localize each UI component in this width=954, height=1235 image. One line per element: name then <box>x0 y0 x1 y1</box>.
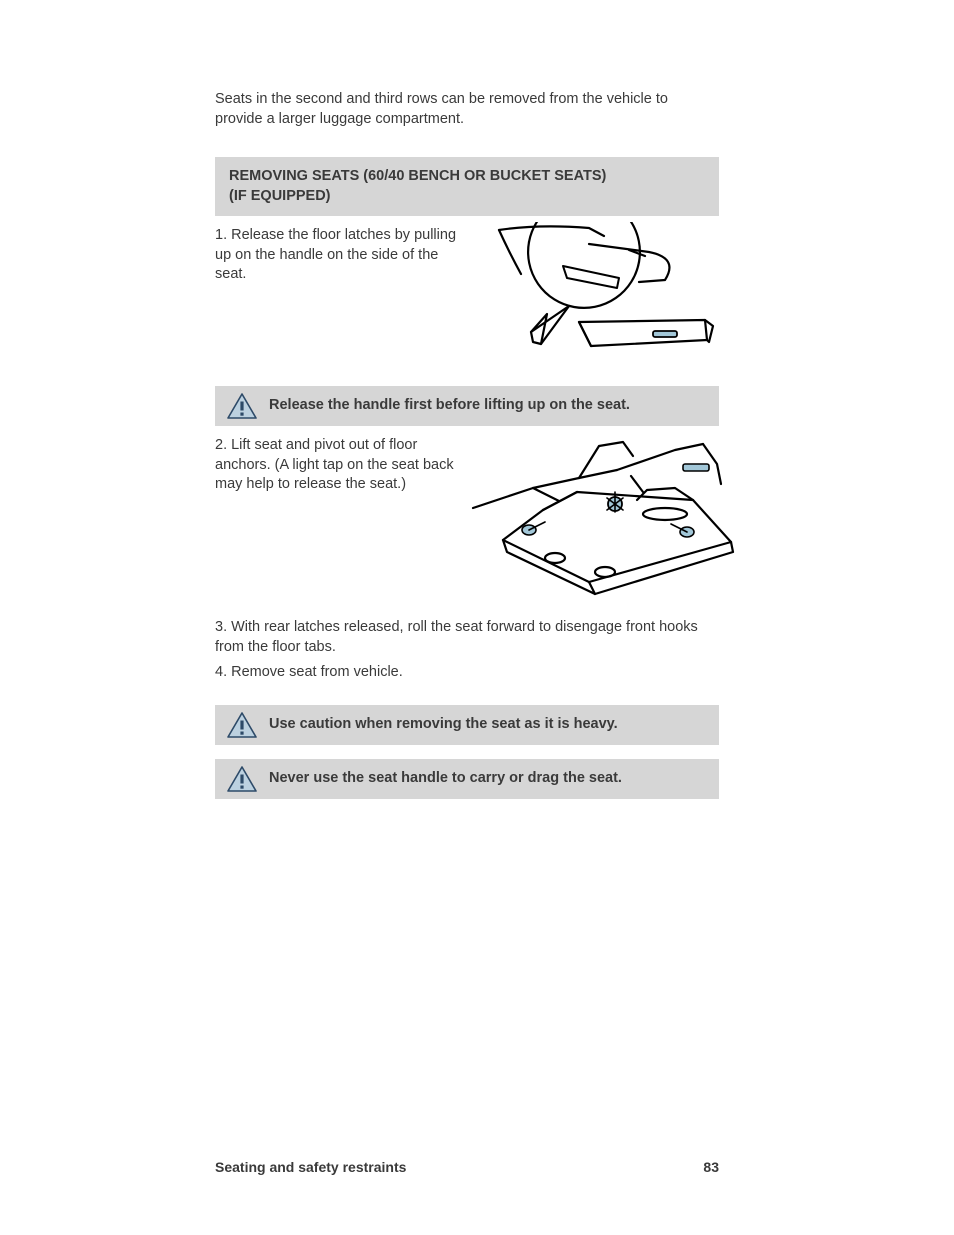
step-3-text: 3. With rear latches released, roll the … <box>215 618 719 657</box>
page-footer: Seating and safety restraints 83 <box>215 1159 719 1175</box>
step-4-text: 4. Remove seat from vehicle. <box>215 663 719 683</box>
removing-seats-header: REMOVING SEATS (60/40 BENCH OR BUCKET SE… <box>215 157 719 216</box>
warning-icon <box>227 393 257 419</box>
figure-2-seat-base <box>469 432 719 612</box>
warning-3: Never use the seat handle to carry or dr… <box>215 759 719 799</box>
warning-2-text: Use caution when removing the seat as it… <box>269 715 618 735</box>
figure-1-seat-recliner <box>469 222 719 372</box>
warning-1: Release the handle first before lifting … <box>215 386 719 426</box>
warning-1-text: Release the handle first before lifting … <box>269 396 630 416</box>
removing-seats-header-text: REMOVING SEATS (60/40 BENCH OR BUCKET SE… <box>229 168 606 204</box>
step-1-text: 1. Release the floor latches by pulling … <box>215 222 469 285</box>
warning-icon <box>227 712 257 738</box>
warning-2: Use caution when removing the seat as it… <box>215 705 719 745</box>
footer-section-title: Seating and safety restraints <box>215 1159 406 1175</box>
warning-3-text: Never use the seat handle to carry or dr… <box>269 769 622 789</box>
step-2-text: 2. Lift seat and pivot out of floor anch… <box>215 432 469 495</box>
footer-page-number: 83 <box>703 1159 719 1175</box>
warning-icon <box>227 766 257 792</box>
intro-text: Seats in the second and third rows can b… <box>215 90 719 129</box>
